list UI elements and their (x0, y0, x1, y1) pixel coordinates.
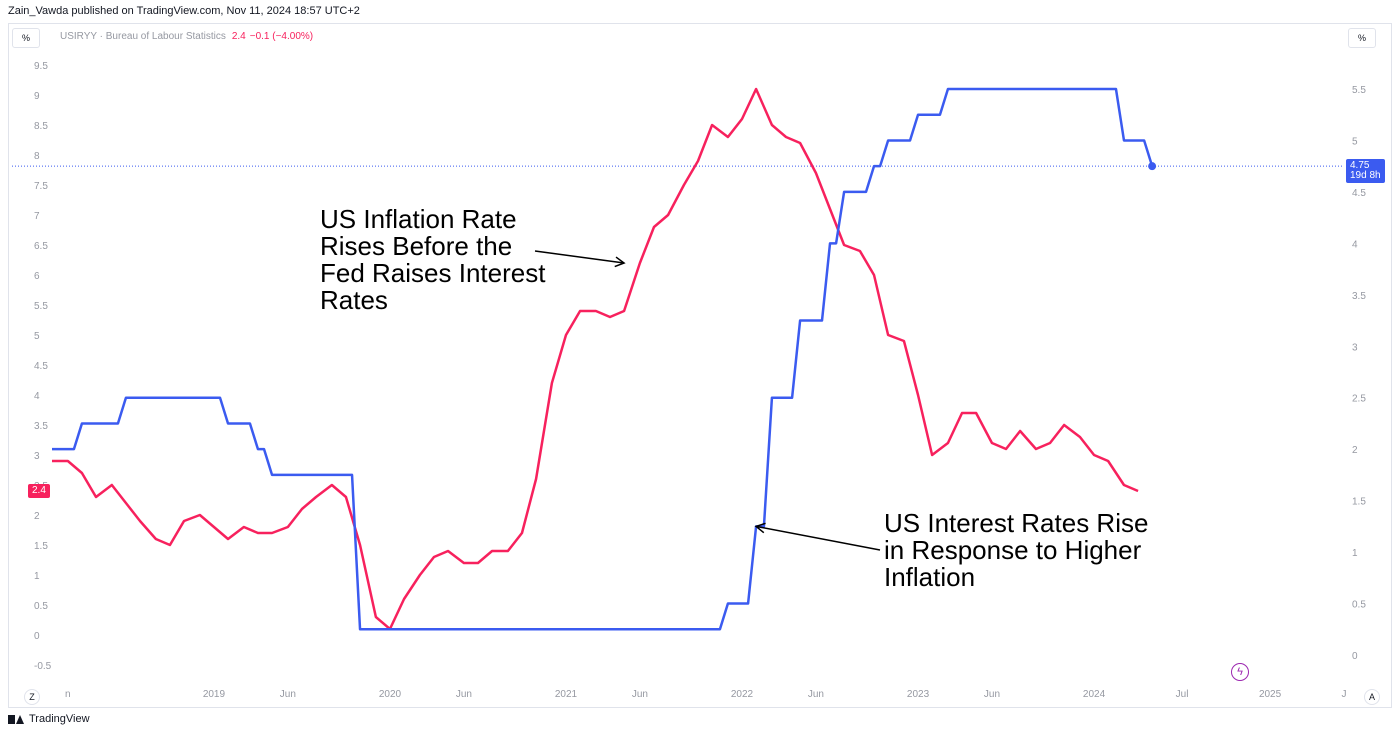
publisher-line: Zain_Vawda published on TradingView.com,… (8, 5, 360, 17)
legend-change: −0.1 (−4.00%) (249, 31, 314, 42)
chart-frame (8, 23, 1392, 708)
tradingview-logo-icon (8, 714, 24, 724)
x-tick-label: Jun (808, 689, 824, 700)
x-tick-label: 2025 (1259, 689, 1282, 700)
inflation-series-line (52, 87, 1139, 631)
annotation-arrow-line (534, 250, 625, 264)
footer: TradingView (8, 713, 90, 725)
y-left-tick-label: 9 (34, 91, 40, 102)
y-right-tick-label: 3 (1352, 342, 1358, 353)
y-left-tick-label: 5 (34, 331, 40, 342)
z-button[interactable]: Z (24, 689, 40, 705)
y-left-tick-label: 6.5 (34, 241, 48, 252)
x-tick-label: 2021 (555, 689, 578, 700)
annotation-text-line: in Response to Higher (884, 535, 1142, 565)
x-tick-label: 2024 (1083, 689, 1106, 700)
annotation-text-line: Rates (320, 285, 388, 315)
left-unit-button[interactable]: % (12, 28, 40, 48)
y-left-tick-label: 3.5 (34, 421, 48, 432)
annotation-arrow-head (754, 522, 766, 534)
y-left-tick-label: 8 (34, 151, 40, 162)
y-left-tick-label: 2 (34, 511, 40, 522)
rate-badge-value: 4.75 (1350, 160, 1370, 172)
y-left-tick-label: 1 (34, 571, 40, 582)
y-right-tick-label: 4.5 (1352, 188, 1366, 199)
x-tick-label: 2020 (379, 689, 402, 700)
inflation-price-badge: 2.4 (28, 484, 50, 498)
legend-value: 2.4 (231, 31, 246, 42)
y-left-tick-label: 5.5 (34, 301, 48, 312)
annotation-arrow-line (755, 525, 881, 551)
y-right-tick-label: 2 (1352, 445, 1358, 456)
y-right-tick-label: 0.5 (1352, 600, 1366, 611)
y-left-tick-label: 4 (34, 391, 40, 402)
x-tick-label: Jun (456, 689, 472, 700)
y-right-tick-label: 1.5 (1352, 497, 1366, 508)
inflation-badge-value: 2.4 (32, 485, 46, 496)
rate-series-end-point (1148, 162, 1157, 171)
a-button[interactable]: A (1364, 689, 1380, 705)
y-left-tick-label: 6 (34, 271, 40, 282)
x-tick-label: Jun (280, 689, 296, 700)
y-left-tick-label: 0 (34, 631, 40, 642)
annotation-text-line: Rises Before the (320, 231, 512, 261)
x-tick-label: Jun (984, 689, 1000, 700)
y-right-tick-label: 2.5 (1352, 394, 1366, 405)
y-right-tick-label: 5 (1352, 136, 1358, 147)
x-tick-label: n (65, 689, 71, 700)
x-tick-label: Jul (1176, 689, 1189, 700)
y-left-tick-label: -0.5 (34, 661, 52, 672)
x-tick-label: Jun (632, 689, 648, 700)
x-tick-label: 2022 (731, 689, 754, 700)
annotation-arrow-head (614, 256, 626, 268)
y-right-tick-label: 3.5 (1352, 291, 1366, 302)
y-left-tick-label: 0.5 (34, 601, 48, 612)
annotation-text-line: US Interest Rates Rise (884, 508, 1148, 538)
y-right-tick-label: 5.5 (1352, 85, 1366, 96)
x-tick-label: 2023 (907, 689, 930, 700)
lightning-icon[interactable]: ϟ (1231, 663, 1249, 681)
y-right-tick-label: 1 (1352, 548, 1358, 559)
y-left-tick-label: 9.5 (34, 61, 48, 72)
annotation-text-line: Fed Raises Interest (320, 258, 546, 288)
footer-brand: TradingView (29, 713, 90, 725)
y-right-tick-label: 0 (1352, 651, 1358, 662)
rate-price-badge: 4.75 19d 8h (1346, 159, 1385, 184)
series-legend[interactable]: USIRYY · Bureau of Labour Statistics 2.4−… (60, 31, 313, 42)
y-left-tick-label: 7 (34, 211, 40, 222)
x-tick-label: J (1342, 689, 1347, 700)
annotation-text-line: US Inflation Rate (320, 204, 517, 234)
legend-symbol: USIRYY · Bureau of Labour Statistics (60, 31, 226, 42)
x-tick-label: 2019 (203, 689, 226, 700)
annotation-text-line: Inflation (884, 562, 975, 592)
y-left-tick-label: 3 (34, 451, 40, 462)
rate-series-line (52, 87, 1154, 631)
right-unit-button[interactable]: % (1348, 28, 1376, 48)
rate-badge-countdown: 19d 8h (1350, 170, 1381, 182)
y-left-tick-label: 8.5 (34, 121, 48, 132)
y-right-tick-label: 4 (1352, 239, 1358, 250)
y-left-tick-label: 4.5 (34, 361, 48, 372)
y-left-tick-label: 1.5 (34, 541, 48, 552)
y-left-tick-label: 7.5 (34, 181, 48, 192)
